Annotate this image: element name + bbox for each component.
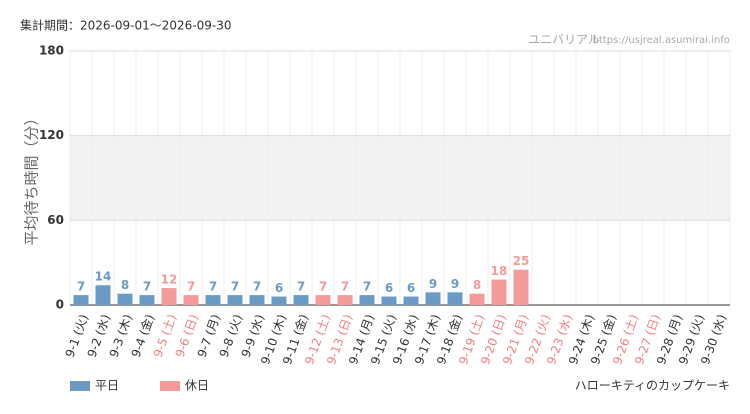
y-axis-label: 平均待ち時間（分）	[23, 110, 41, 245]
data-label: 6	[275, 281, 283, 295]
data-label: 7	[297, 280, 305, 294]
bar	[359, 295, 375, 305]
data-label: 7	[253, 280, 261, 294]
bar	[161, 288, 177, 305]
footer: ハローキティのカップケーキ	[575, 379, 730, 393]
bar	[337, 295, 353, 305]
y-tick-label: 60	[47, 213, 64, 227]
data-label: 14	[95, 270, 112, 284]
legend-label: 平日	[95, 379, 119, 393]
bar	[403, 296, 419, 305]
legend-swatch	[160, 381, 180, 391]
y-tick-label: 0	[56, 298, 64, 312]
y-tick-label: 120	[39, 128, 64, 142]
bar	[447, 292, 463, 305]
bar	[205, 295, 221, 305]
data-label: 7	[77, 280, 85, 294]
bar	[271, 296, 287, 305]
bar	[183, 295, 199, 305]
data-label: 7	[319, 280, 327, 294]
data-label: 8	[473, 278, 481, 292]
bar	[315, 295, 331, 305]
bar	[293, 295, 309, 305]
y-tick-label: 180	[39, 44, 64, 58]
bar	[381, 296, 397, 305]
data-label: 18	[491, 264, 508, 278]
data-label: 12	[161, 273, 178, 287]
bar	[139, 295, 155, 305]
source-url: https://usjreal.asumirai.info	[593, 35, 730, 46]
bar	[73, 295, 89, 305]
data-label: 9	[451, 277, 459, 291]
data-label: 7	[209, 280, 217, 294]
bar	[95, 285, 111, 305]
data-label: 7	[187, 280, 195, 294]
period: 集計期間：2026-09-01〜2026-09-30	[20, 18, 231, 33]
data-label: 7	[363, 280, 371, 294]
bar	[491, 279, 507, 305]
bar	[227, 295, 243, 305]
data-label: 7	[143, 280, 151, 294]
data-label: 6	[385, 281, 393, 295]
source: ユニバリアル	[528, 33, 600, 47]
data-label: 8	[121, 278, 129, 292]
data-label: 6	[407, 281, 415, 295]
legend-swatch	[70, 381, 90, 391]
bar	[117, 293, 133, 305]
data-label: 25	[513, 254, 530, 268]
legend-label: 休日	[185, 379, 209, 393]
bar	[249, 295, 265, 305]
bar	[469, 293, 485, 305]
bar	[513, 269, 529, 305]
bar	[425, 292, 441, 305]
data-label: 7	[231, 280, 239, 294]
data-label: 9	[429, 277, 437, 291]
data-label: 7	[341, 280, 349, 294]
